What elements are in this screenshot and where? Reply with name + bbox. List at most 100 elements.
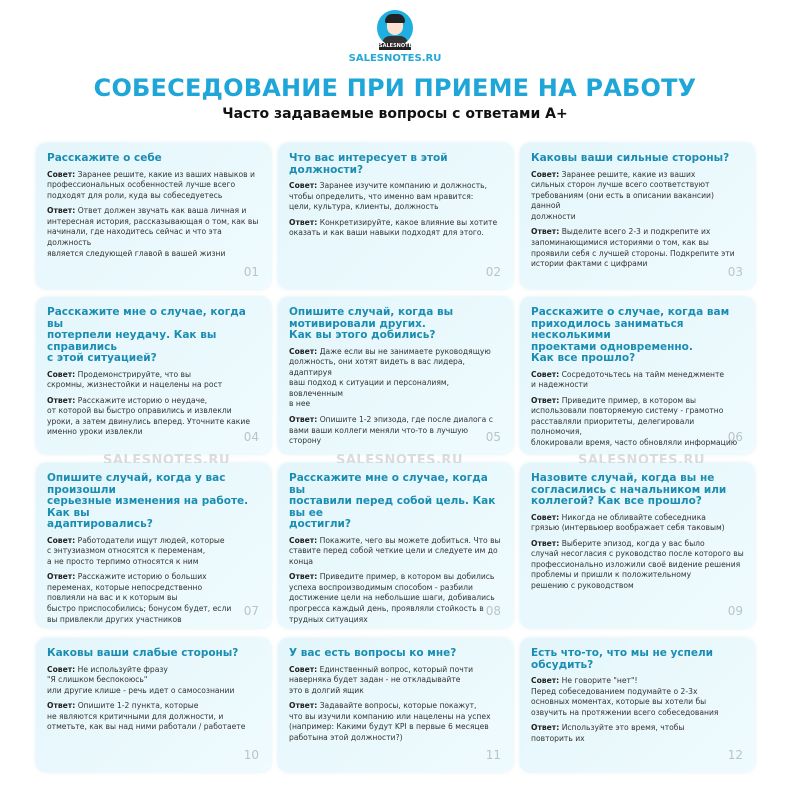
tip-body: Сосредоточьтесь на тайм менеджменте и на… <box>531 369 725 390</box>
question-title: Расскажите о случае, когда вам приходило… <box>531 306 730 364</box>
answer-text: Ответ: Приведите пример, в котором вы до… <box>289 572 502 625</box>
answer-body: Задавайте вопросы, которые покажут, что … <box>289 701 491 743</box>
question-title: Опишите случай, когда у вас произошли се… <box>47 472 249 530</box>
card-number: 06 <box>727 430 743 444</box>
question-title: Есть что-то, что мы не успели обсудить? <box>531 647 714 671</box>
answer-text: Ответ: Опишите 1-2 пункта, которые не яв… <box>47 701 260 733</box>
tip-text: Совет: Заранее изучите компанию и должно… <box>289 181 502 213</box>
tip-text: Совет: Не говорите "нет"! Перед собеседо… <box>531 676 744 718</box>
question-card: Расскажите о себе Совет: Заранее решите,… <box>36 143 271 289</box>
answer-body: Ответ должен звучать как ваша личная и и… <box>47 206 259 258</box>
card-number: 09 <box>727 604 743 618</box>
answer-text: Ответ: Конкретизируйте, какое влияние вы… <box>289 218 502 239</box>
tip-label: Совет: <box>531 169 560 179</box>
tip-text: Совет: Даже если вы не занимаете руковод… <box>289 347 502 411</box>
answer-text: Ответ: Используйте это время, чтобы повт… <box>531 723 744 744</box>
card-number: 07 <box>243 604 259 618</box>
tip-text: Совет: Покажите, чего вы можете добиться… <box>289 536 502 568</box>
answer-body: Приведите пример, в котором вы использов… <box>531 395 738 448</box>
answer-label: Ответ: <box>47 572 76 582</box>
page-title: СОБЕСЕДОВАНИЕ ПРИ ПРИЕМЕ НА РАБОТУ <box>93 74 697 102</box>
answer-body: Используйте это время, чтобы повторить и… <box>531 723 685 743</box>
tip-text: Совет: Продемонстрируйте, что вы скромны… <box>47 370 260 391</box>
answer-label: Ответ: <box>289 217 318 227</box>
answer-body: Выберите эпизод, когда у вас было случай… <box>531 538 744 591</box>
card-number: 10 <box>243 748 259 762</box>
answer-label: Ответ: <box>531 538 560 548</box>
answer-label: Ответ: <box>47 206 76 216</box>
tip-text: Совет: Единственный вопрос, который почт… <box>289 665 502 697</box>
tip-body: Заранее изучите компанию и должность, чт… <box>289 181 488 212</box>
tip-label: Совет: <box>289 664 318 674</box>
tip-text: Совет: Заранее решите, какие из ваших на… <box>47 170 260 202</box>
answer-body: Приведите пример, в котором вы добились … <box>289 572 495 624</box>
question-card: Каковы ваши сильные стороны? Совет: Зара… <box>520 143 755 289</box>
question-card: Опишите случай, когда вы мотивировали др… <box>278 297 513 454</box>
tip-label: Совет: <box>47 535 76 545</box>
answer-text: Ответ: Опишите 1-2 эпизода, где после ди… <box>289 415 502 447</box>
question-card: Расскажите мне о случае, когда вы постав… <box>278 463 513 628</box>
question-card: Расскажите мне о случае, когда вы потерп… <box>36 297 271 454</box>
answer-text: Ответ: Выделите всего 2-3 и подкрепите и… <box>531 227 744 269</box>
tip-text: Совет: Сосредоточьтесь на тайм менеджмен… <box>531 370 744 391</box>
question-card: Расскажите о случае, когда вам приходило… <box>520 297 755 454</box>
tip-body: Продемонстрируйте, что вы скромны, жизне… <box>47 369 223 390</box>
question-title: Назовите случай, когда вы не согласились… <box>531 472 727 507</box>
question-card: Есть что-то, что мы не успели обсудить? … <box>520 638 755 772</box>
answer-label: Ответ: <box>531 395 560 405</box>
card-number: 01 <box>243 265 259 279</box>
tip-label: Совет: <box>531 369 560 379</box>
tip-body: Заранее решите, какие из ваших сильных с… <box>531 169 714 221</box>
card-number: 02 <box>485 265 501 279</box>
answer-text: Ответ: Расскажите историю о неудаче, от … <box>47 396 260 438</box>
tip-text: Совет: Работодатели ищут людей, которые … <box>47 536 260 568</box>
question-title: Расскажите о себе <box>47 152 162 164</box>
question-card: Что вас интересует в этой должности? Сов… <box>278 143 513 289</box>
answer-text: Ответ: Задавайте вопросы, которые покажу… <box>289 701 502 743</box>
question-card: У вас есть вопросы ко мне? Совет: Единст… <box>278 638 513 772</box>
question-title: Расскажите мне о случае, когда вы потерп… <box>47 306 246 364</box>
answer-label: Ответ: <box>289 415 318 425</box>
tip-label: Совет: <box>289 346 318 356</box>
card-number: 05 <box>485 430 501 444</box>
answer-body: Выделите всего 2-3 и подкрепите их запом… <box>531 227 735 269</box>
card-number: 08 <box>485 604 501 618</box>
tip-body: Единственный вопрос, который почти навер… <box>289 664 474 695</box>
tip-body: Покажите, чего вы можете добиться. Что в… <box>289 535 501 566</box>
answer-label: Ответ: <box>289 572 318 582</box>
answer-label: Ответ: <box>531 723 560 733</box>
answer-text: Ответ: Выберите эпизод, когда у вас было… <box>531 539 744 592</box>
tip-label: Совет: <box>47 664 76 674</box>
tip-label: Совет: <box>531 676 560 685</box>
tip-label: Совет: <box>47 369 76 379</box>
card-number: 04 <box>243 430 259 444</box>
question-title: Опишите случай, когда вы мотивировали др… <box>289 306 454 341</box>
answer-text: Ответ: Расскажите историю о больших пере… <box>47 572 260 625</box>
tip-body: Даже если вы не занимаете руководящую до… <box>289 346 491 409</box>
answer-body: Расскажите историю о неудаче, от которой… <box>47 395 250 437</box>
logo-badge: SALESNOTES <box>379 43 416 50</box>
tip-label: Совет: <box>531 512 560 522</box>
tip-text: Совет: Никогда не обливайте собеседника … <box>531 513 744 534</box>
answer-label: Ответ: <box>531 227 560 237</box>
tip-body: Заранее решите, какие из ваших навыков и… <box>47 169 255 200</box>
question-card: Назовите случай, когда вы не согласились… <box>520 463 755 628</box>
question-title: У вас есть вопросы ко мне? <box>289 647 457 659</box>
tip-body: Никогда не обливайте собеседника грязью … <box>531 512 725 533</box>
answer-body: Опишите 1-2 пункта, которые не являются … <box>47 701 246 732</box>
tip-body: Работодатели ищут людей, которые с энтуз… <box>47 535 225 566</box>
page-subtitle: Часто задаваемые вопросы с ответами A+ <box>222 106 568 122</box>
answer-text: Ответ: Ответ должен звучать как ваша лич… <box>47 206 260 259</box>
card-number: 12 <box>727 748 743 762</box>
site-name: SALESNOTES.RU <box>348 53 442 64</box>
question-card: Опишите случай, когда у вас произошли се… <box>36 463 271 628</box>
question-title: Расскажите мне о случае, когда вы постав… <box>289 472 496 530</box>
tip-label: Совет: <box>47 169 76 179</box>
tip-text: Совет: Заранее решите, какие из ваших си… <box>531 170 744 223</box>
question-title: Что вас интересует в этой должности? <box>289 152 448 176</box>
mascot-avatar-icon <box>377 10 413 46</box>
answer-label: Ответ: <box>47 395 76 405</box>
question-card: Каковы ваши слабые стороны? Совет: Не ис… <box>36 638 271 772</box>
card-number: 11 <box>485 748 501 762</box>
tip-text: Совет: Не используйте фразу "Я слишком б… <box>47 665 260 697</box>
